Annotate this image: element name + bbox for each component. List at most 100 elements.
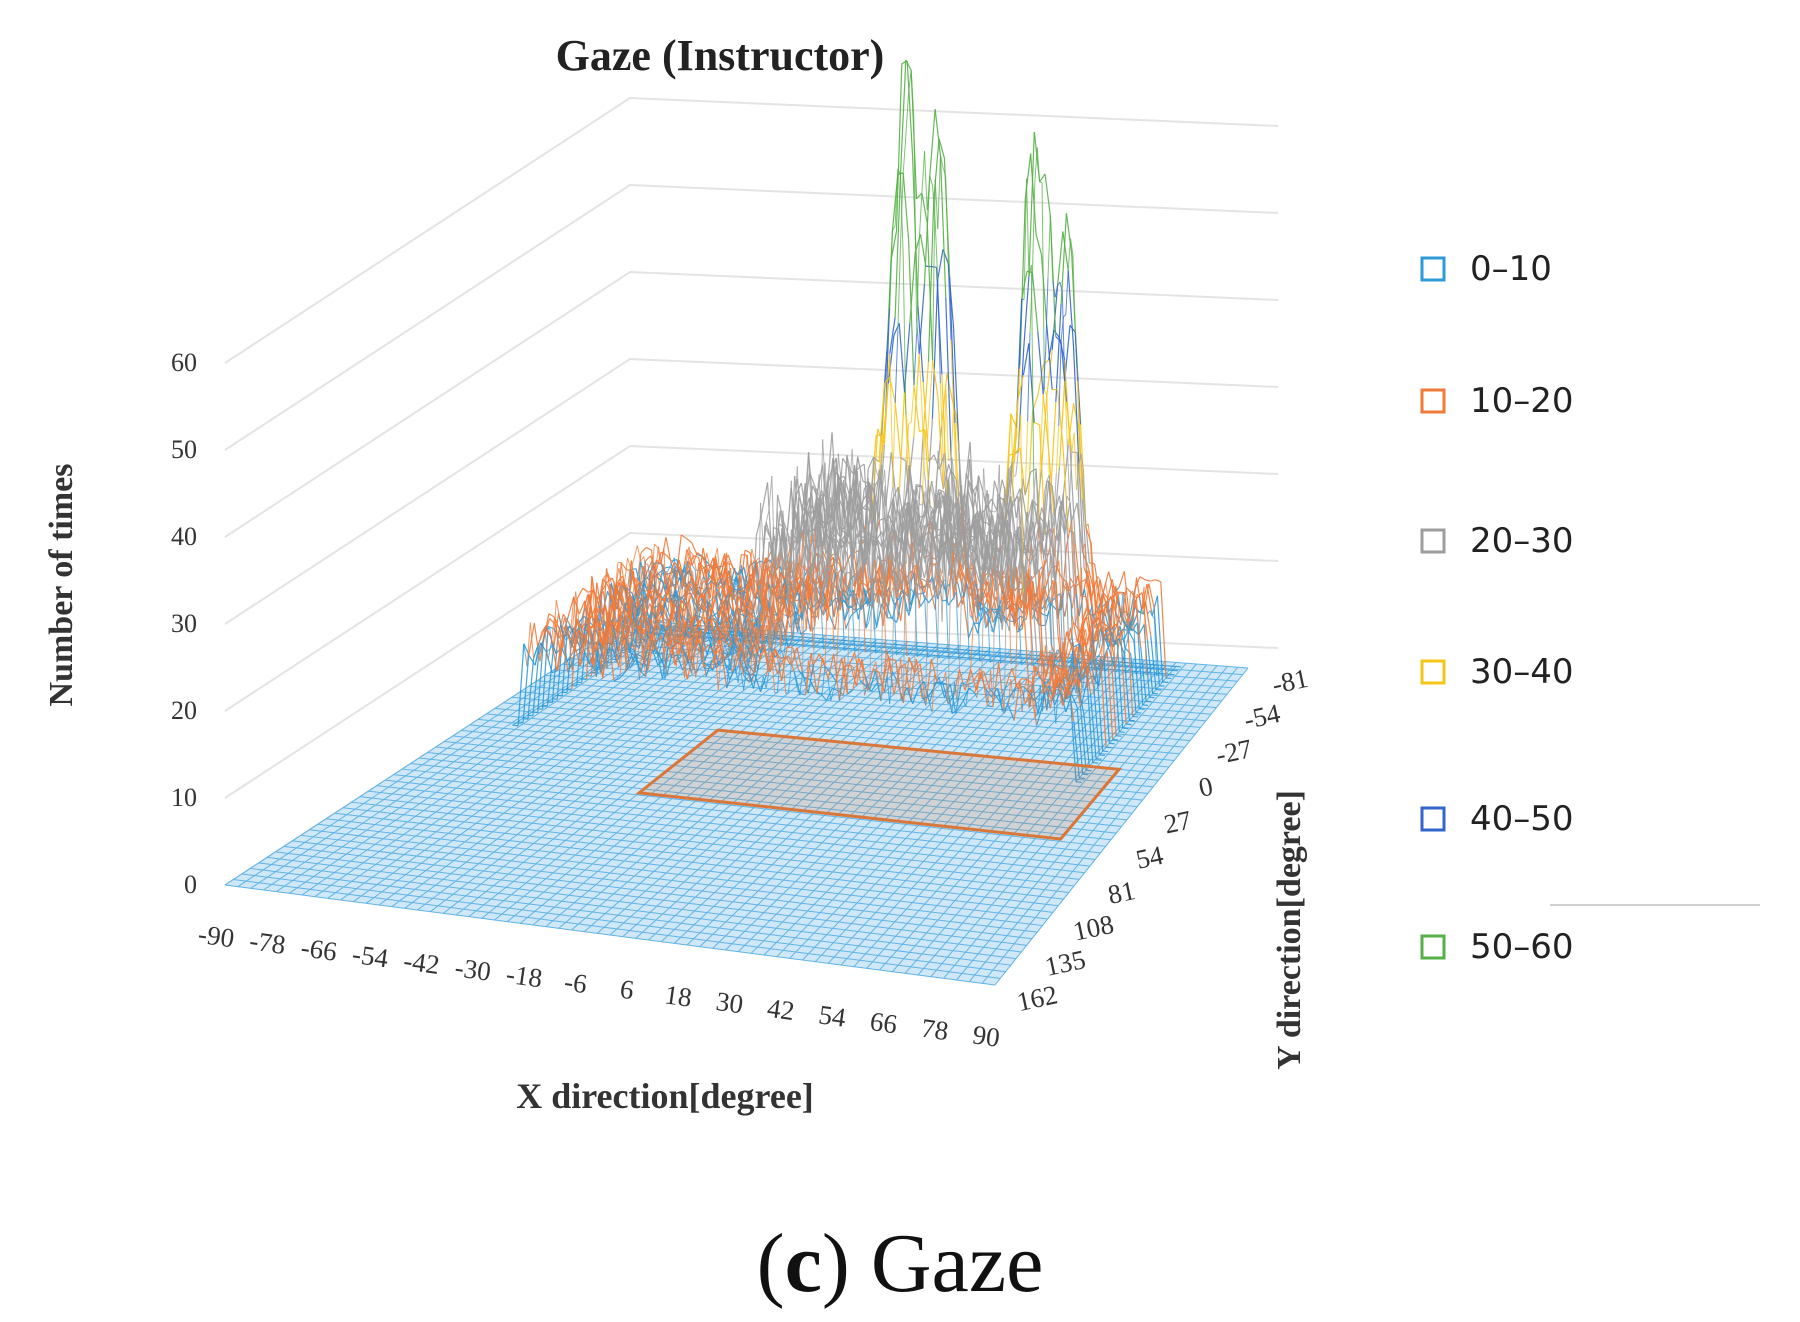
surface-segment <box>959 564 966 580</box>
mesh-line-y <box>461 729 1143 801</box>
mesh-line-y <box>435 746 1127 821</box>
surface-segment <box>760 581 765 605</box>
surface-segment <box>906 687 910 691</box>
surface-segment <box>857 538 861 584</box>
surface-segment <box>968 561 973 583</box>
surface-segment <box>737 606 742 618</box>
surface-segment <box>561 637 569 673</box>
surface-segment <box>793 570 798 600</box>
surface-segment <box>683 632 688 639</box>
surface-segment <box>915 505 920 553</box>
surface-segment <box>620 562 625 584</box>
surface-segment <box>795 592 800 622</box>
surface-segment <box>710 643 714 646</box>
surface-segment <box>667 563 672 572</box>
surface-segment <box>1019 588 1022 591</box>
surface-segment <box>899 59 907 175</box>
surface-segment <box>854 517 859 584</box>
surface-segment <box>1140 646 1147 702</box>
surface-segment <box>560 634 565 640</box>
surface-segment <box>740 653 745 672</box>
surface-segment <box>967 524 971 550</box>
surface-segment <box>887 555 891 577</box>
surface-segment <box>877 648 882 652</box>
surface-segment <box>858 657 865 673</box>
surface-segment <box>778 554 783 646</box>
surface-segment <box>826 432 833 499</box>
surface-segment <box>585 642 591 665</box>
surface-segment <box>909 662 913 690</box>
surface-segment <box>714 653 719 690</box>
surface-segment <box>584 619 589 652</box>
surface-segment <box>661 598 666 603</box>
surface-segment <box>837 474 842 529</box>
surface-segment <box>953 409 957 480</box>
surface-segment <box>658 651 663 655</box>
surface-segment <box>898 323 906 393</box>
surface-segment <box>693 618 698 625</box>
surface-segment <box>766 624 770 629</box>
mesh-line-y <box>309 829 1048 920</box>
surface-segment <box>771 647 776 652</box>
surface-segment <box>890 564 895 579</box>
surface-segment <box>760 676 764 693</box>
surface-segment <box>853 562 858 576</box>
surface-segment <box>937 279 941 384</box>
surface-segment <box>667 626 672 648</box>
surface-segment <box>836 530 843 566</box>
surface-segment <box>1033 422 1040 426</box>
surface-segment <box>742 590 747 593</box>
surface-segment <box>931 279 939 419</box>
surface-segment <box>908 579 913 611</box>
surface-segment <box>682 615 687 621</box>
surface-segment <box>787 586 792 616</box>
surface-segment <box>1130 653 1137 713</box>
surface-segment <box>881 486 886 578</box>
surface-segment <box>881 469 886 493</box>
surface-segment <box>796 466 801 539</box>
surface-segment <box>657 637 665 656</box>
surface-segment <box>754 567 759 592</box>
surface-segment <box>708 637 713 641</box>
surface-segment <box>518 718 523 722</box>
surface-segment <box>957 700 964 711</box>
surface-segment <box>832 458 837 538</box>
surface-segment <box>823 510 828 588</box>
surface-segment <box>566 660 571 668</box>
surface-segment <box>616 615 621 622</box>
surface-segment <box>943 650 947 654</box>
surface-segment <box>995 607 1000 615</box>
surface-segment <box>712 665 717 671</box>
surface-segment <box>861 658 866 696</box>
surface-segment <box>1124 647 1132 655</box>
surface-segment <box>567 596 575 617</box>
surface-segment <box>546 652 554 706</box>
surface-segment <box>783 614 788 617</box>
surface-segment <box>757 502 762 650</box>
surface-segment <box>958 509 963 522</box>
surface-segment <box>656 593 661 621</box>
surface-segment <box>839 642 843 646</box>
surface-segment <box>541 627 546 633</box>
surface-segment <box>1013 488 1021 503</box>
surface-segment <box>940 495 945 509</box>
surface-segment <box>894 402 902 459</box>
surface-segment <box>662 632 667 663</box>
surface-segment <box>664 651 671 669</box>
surface-segment <box>743 659 748 672</box>
surface-segment <box>950 482 955 522</box>
surface-segment <box>923 681 931 704</box>
surface-segment <box>862 539 867 547</box>
surface-segment <box>701 593 706 601</box>
surface-segment <box>955 592 960 660</box>
surface-segment <box>898 511 903 531</box>
surface-segment <box>749 623 754 655</box>
surface-segment <box>923 525 927 555</box>
surface-segment <box>533 647 538 659</box>
surface-segment <box>897 658 902 679</box>
surface-segment <box>718 622 723 628</box>
surface-segment <box>611 648 616 654</box>
surface-segment <box>818 519 823 582</box>
surface-segment <box>605 574 610 579</box>
surface-segment <box>750 535 757 646</box>
